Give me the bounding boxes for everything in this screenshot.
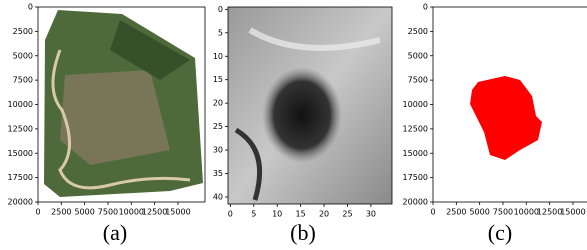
- y-tick-label: 20000: [8, 198, 33, 207]
- grayscale-image: [228, 7, 392, 204]
- y-tick-label: 20000: [403, 198, 428, 207]
- x-tick-label: 10: [272, 210, 282, 219]
- y-tick-label: 40: [213, 192, 223, 201]
- mask-image: [470, 76, 542, 160]
- y-tick-label: 15000: [403, 149, 428, 158]
- caption: (c): [488, 220, 512, 245]
- figure: (a) (b) (c) 0250050007500100001250015000…: [0, 0, 587, 250]
- y-tick-label: 7500: [13, 76, 33, 85]
- y-tick-label: 17500: [8, 173, 33, 182]
- x-tick-label: 30: [366, 210, 376, 219]
- y-tick-label: 0: [423, 3, 428, 12]
- x-tick-label: 2500: [446, 208, 466, 217]
- y-tick-label: 5: [218, 28, 223, 37]
- x-tick-label: 20: [319, 210, 329, 219]
- x-tick-label: 7500: [98, 208, 118, 217]
- x-tick-label: 10000: [514, 208, 539, 217]
- caption: (b): [290, 220, 316, 245]
- x-tick-label: 7500: [493, 208, 513, 217]
- x-tick-label: 5000: [469, 208, 489, 217]
- aerial-image: [44, 10, 203, 197]
- y-tick-label: 10: [213, 52, 223, 61]
- x-tick-label: 15000: [165, 208, 190, 217]
- y-tick-label: 7500: [408, 76, 428, 85]
- y-tick-label: 15000: [8, 149, 33, 158]
- y-tick-label: 0: [218, 5, 223, 14]
- x-tick-label: 0: [35, 208, 40, 217]
- y-tick-label: 0: [28, 3, 33, 12]
- x-tick-label: 15000: [560, 208, 585, 217]
- y-tick-label: 5000: [408, 51, 428, 60]
- x-tick-label: 10000: [119, 208, 144, 217]
- y-tick-label: 10000: [8, 100, 33, 109]
- x-tick-label: 0: [430, 208, 435, 217]
- y-tick-label: 35: [213, 169, 223, 178]
- x-tick-label: 15: [296, 210, 306, 219]
- y-tick-label: 5000: [13, 51, 33, 60]
- x-tick-label: 12500: [142, 208, 167, 217]
- y-tick-label: 12500: [8, 124, 33, 133]
- y-tick-label: 25: [213, 122, 223, 131]
- y-tick-label: 2500: [408, 27, 428, 36]
- x-tick-label: 12500: [537, 208, 562, 217]
- caption: (a): [103, 220, 127, 245]
- x-tick-label: 2500: [51, 208, 71, 217]
- x-tick-label: 5000: [74, 208, 94, 217]
- y-tick-label: 20: [213, 99, 223, 108]
- x-tick-label: 25: [342, 210, 352, 219]
- y-tick-label: 30: [213, 146, 223, 155]
- y-tick-label: 15: [213, 75, 223, 84]
- x-tick-label: 0: [228, 210, 233, 219]
- x-tick-label: 5: [251, 210, 256, 219]
- y-tick-label: 2500: [13, 27, 33, 36]
- y-tick-label: 17500: [403, 173, 428, 182]
- y-tick-label: 10000: [403, 100, 428, 109]
- y-tick-label: 12500: [403, 124, 428, 133]
